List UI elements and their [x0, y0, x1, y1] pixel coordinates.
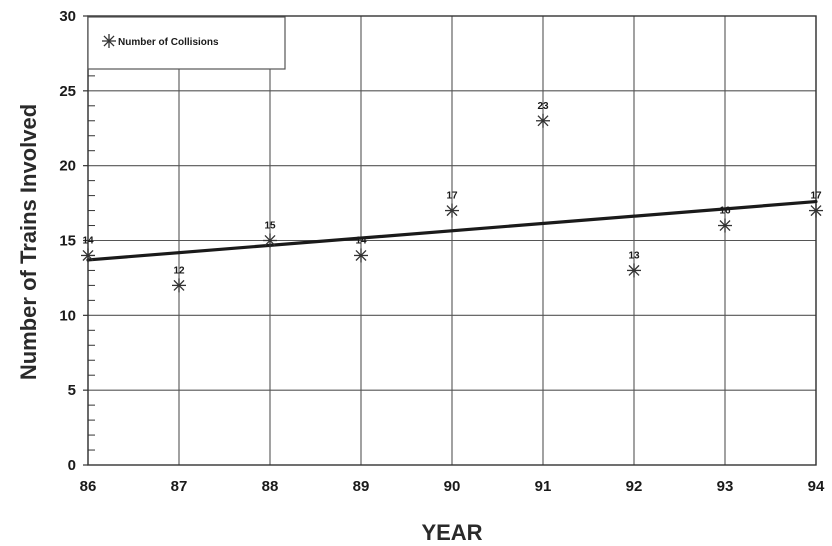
x-tick-label-89: 89: [353, 478, 370, 495]
y-tick-label-15: 15: [59, 233, 76, 250]
grid-lines: [87, 15, 817, 466]
data-label-92: 13: [628, 250, 640, 261]
y-tick-label-25: 25: [59, 83, 76, 100]
x-tick-label-91: 91: [535, 478, 552, 495]
data-label-93: 16: [719, 206, 731, 217]
x-tick-label-92: 92: [626, 478, 643, 495]
legend: Number of Collisions: [87, 16, 286, 70]
x-tick-label-93: 93: [717, 478, 734, 495]
data-label-90: 17: [446, 191, 458, 202]
data-point-90: [445, 203, 459, 218]
data-point-89: [354, 248, 368, 263]
trendline-layer: [86, 199, 818, 262]
legend-box: [87, 16, 286, 70]
data-labels: 14 12 15 14 17 23 13 16 17: [82, 101, 822, 277]
x-axis-title: YEAR: [421, 520, 482, 545]
data-point-86: [81, 248, 95, 263]
legend-asterisk: [102, 34, 116, 48]
y-tick-label-10: 10: [59, 307, 76, 324]
legend-entry-label: Number of Collisions: [118, 37, 219, 48]
x-tick-label-94: 94: [808, 478, 825, 495]
x-tick-labels: 86 87 88 89 90 91 92 93 94: [80, 478, 825, 495]
data-label-88: 15: [264, 221, 276, 232]
y-tick-label-30: 30: [59, 8, 76, 25]
x-tick-label-90: 90: [444, 478, 461, 495]
y-tick-label-5: 5: [68, 382, 76, 399]
data-point-87: [172, 278, 186, 293]
data-label-87: 12: [173, 265, 185, 276]
legend-marker-icon: [102, 34, 116, 48]
trendline: [86, 199, 818, 262]
x-tick-label-87: 87: [171, 478, 188, 495]
data-point-92: [627, 263, 641, 278]
data-point-88: [263, 233, 277, 248]
data-label-86: 14: [82, 235, 94, 246]
data-point-93: [718, 218, 732, 233]
x-tick-label-86: 86: [80, 478, 97, 495]
data-label-91: 23: [537, 101, 549, 112]
data-label-89: 14: [355, 235, 367, 246]
x-tick-label-88: 88: [262, 478, 279, 495]
data-point-91: [536, 113, 550, 128]
y-axis-title: Number of Trains Involved: [16, 104, 41, 380]
y-tick-label-0: 0: [68, 457, 76, 474]
data-label-94: 17: [810, 191, 822, 202]
data-points: [81, 113, 823, 293]
y-tick-label-20: 20: [59, 158, 76, 175]
data-point-94: [809, 203, 823, 218]
y-tick-labels: 0 5 10 15 20 25 30: [59, 8, 76, 474]
